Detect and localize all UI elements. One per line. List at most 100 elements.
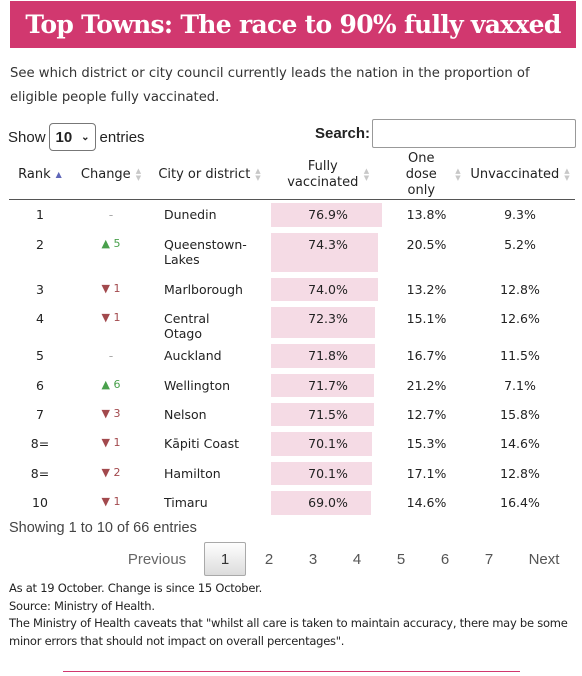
divider: [63, 671, 520, 672]
fully-vaccinated-cell: 71.8%: [308, 347, 348, 363]
fully-vaccinated-bar: [271, 232, 379, 272]
one-dose-cell: 16.7%: [406, 347, 447, 363]
next-button[interactable]: Next: [528, 550, 560, 568]
footnote-caveat: The Ministry of Health caveats that "whi…: [9, 616, 568, 648]
table-row: 8= ▼ 1 Kāpiti Coast 70.1% 15.3% 14.6%: [9, 429, 575, 459]
fully-vaccinated-cell: 71.5%: [308, 406, 348, 422]
vaccination-table: Rank ▲ Change ▲ ▼ City or district ▲ ▼ Fully …: [9, 151, 575, 518]
change-cell: ▼ 1: [101, 281, 121, 295]
fully-vaccinated-bar: [271, 343, 375, 368]
rank-cell: 3: [36, 281, 44, 297]
change-cell: -: [108, 207, 114, 222]
column-header-rank[interactable]: Rank ▲: [9, 151, 71, 200]
table-info: Showing 1 to 10 of 66 entries: [9, 520, 197, 536]
change-cell: -: [108, 347, 114, 363]
column-label: Rank: [18, 167, 51, 182]
change-cell: ▲ 5: [101, 236, 121, 250]
table-row: 5 - Auckland 71.8% 16.7% 11.5%: [9, 341, 575, 371]
rank-cell: 1: [36, 207, 44, 222]
one-dose-cell: 21.2%: [406, 377, 447, 393]
unvaccinated-cell: 11.5%: [500, 347, 540, 363]
city-cell: Marlborough: [164, 281, 243, 297]
column-header-unvaccinated[interactable]: Unvaccinated ▲ ▼: [465, 151, 575, 200]
fully-vaccinated-cell: 76.9%: [308, 207, 348, 222]
fully-vaccinated-bar: [271, 490, 371, 515]
city-cell: Kāpiti Coast: [164, 435, 240, 451]
unvaccinated-cell: 7.1%: [504, 377, 536, 393]
footnote-source: Source: Ministry of Health.: [9, 598, 155, 613]
rank-cell: 7: [36, 406, 44, 422]
unvaccinated-cell: 5.2%: [504, 236, 536, 252]
search-input[interactable]: [372, 119, 576, 148]
footnotes: As at 19 October. Change is since 15 Oct…: [9, 580, 577, 650]
page-title: Top Towns: The race to 90% fully vaxxed: [10, 1, 576, 48]
table-row: 1 - Dunedin 76.9% 13.8% 9.3%: [9, 200, 575, 230]
fully-vaccinated-bar: [271, 277, 378, 301]
change-cell: ▼ 2: [101, 465, 121, 479]
change-cell: ▼ 1: [101, 435, 121, 449]
intro-text: See which district or city council curre…: [10, 66, 530, 105]
page-button[interactable]: 6: [440, 550, 450, 568]
column-label: Fully vaccinated: [287, 159, 359, 190]
unvaccinated-cell: 12.6%: [500, 310, 540, 326]
entries-select-value: 10: [55, 128, 73, 146]
city-cell: Timaru: [164, 494, 208, 510]
one-dose-cell: 12.7%: [406, 406, 447, 422]
column-label: City or district: [158, 167, 251, 182]
sort-icon: ▲ ▼: [564, 167, 570, 182]
column-label: One dose only: [405, 151, 437, 198]
table-row: 10 ▼ 1 Timaru 69.0% 14.6% 16.4%: [9, 488, 575, 518]
rank-cell: 5: [36, 347, 44, 363]
fully-vaccinated-cell: 74.0%: [308, 281, 348, 297]
table-row: 3 ▼ 1 Marlborough 74.0% 13.2% 12.8%: [9, 275, 575, 304]
fully-vaccinated-cell: 69.0%: [308, 494, 348, 510]
one-dose-cell: 20.5%: [406, 236, 447, 252]
one-dose-cell: 13.8%: [406, 207, 447, 222]
length-suffix: entries: [99, 128, 145, 146]
fully-vaccinated-bar: [271, 203, 382, 227]
fully-vaccinated-cell: 71.7%: [308, 377, 348, 393]
column-header-city[interactable]: City or district ▲ ▼: [151, 151, 268, 200]
search-label: Search:: [314, 125, 370, 142]
page-length-control: Show 10 ⌄ entries: [8, 123, 145, 151]
one-dose-cell: 15.1%: [406, 310, 447, 326]
fully-vaccinated-bar: [271, 306, 376, 338]
column-header-one-dose[interactable]: One dose only ▲ ▼: [388, 151, 465, 200]
page-button[interactable]: 5: [396, 550, 406, 568]
fully-vaccinated-cell: 72.3%: [308, 310, 348, 326]
search-control: Search:: [315, 119, 576, 148]
rank-cell: 4: [36, 310, 44, 326]
fully-vaccinated-cell: 70.1%: [308, 465, 348, 481]
sort-ascending-icon: ▲: [55, 170, 62, 179]
page-button[interactable]: 3: [308, 550, 318, 568]
change-cell: ▼ 1: [101, 494, 121, 508]
rank-cell: 6: [36, 377, 44, 393]
page-button-current[interactable]: 1: [204, 542, 246, 576]
one-dose-cell: 13.2%: [406, 281, 447, 297]
page-button[interactable]: 4: [352, 550, 362, 568]
page-button[interactable]: 7: [484, 550, 494, 568]
rank-cell: 8=: [30, 435, 50, 451]
table-row: 8= ▼ 2 Hamilton 70.1% 17.1% 12.8%: [9, 459, 575, 488]
fully-vaccinated-bar: [271, 373, 375, 397]
sort-icon: ▲ ▼: [455, 167, 461, 182]
unvaccinated-cell: 14.6%: [500, 435, 540, 451]
change-cell: ▼ 3: [101, 406, 121, 420]
column-label: Unvaccinated: [470, 167, 560, 182]
column-label: Change: [80, 167, 131, 182]
table-header-row: Rank ▲ Change ▲ ▼ City or district ▲ ▼ Fully …: [9, 151, 575, 200]
previous-button[interactable]: Previous: [127, 550, 187, 568]
entries-select[interactable]: 10 ⌄: [48, 123, 96, 151]
footnote-date: As at 19 October. Change is since 15 Oct…: [9, 581, 263, 595]
unvaccinated-cell: 12.8%: [500, 281, 540, 297]
city-cell: Hamilton: [164, 465, 221, 481]
fully-vaccinated-bar: [271, 461, 373, 485]
unvaccinated-cell: 9.3%: [504, 207, 536, 222]
city-cell: Dunedin: [164, 207, 217, 222]
rank-cell: 10: [32, 494, 48, 510]
fully-vaccinated-bar: [271, 431, 373, 456]
page-button[interactable]: 2: [264, 550, 274, 568]
column-header-fully-vaccinated[interactable]: Fully vaccinated ▲ ▼: [268, 151, 388, 200]
table-row: 7 ▼ 3 Nelson 71.5% 12.7% 15.8%: [9, 400, 575, 429]
column-header-change[interactable]: Change ▲ ▼: [71, 151, 151, 200]
